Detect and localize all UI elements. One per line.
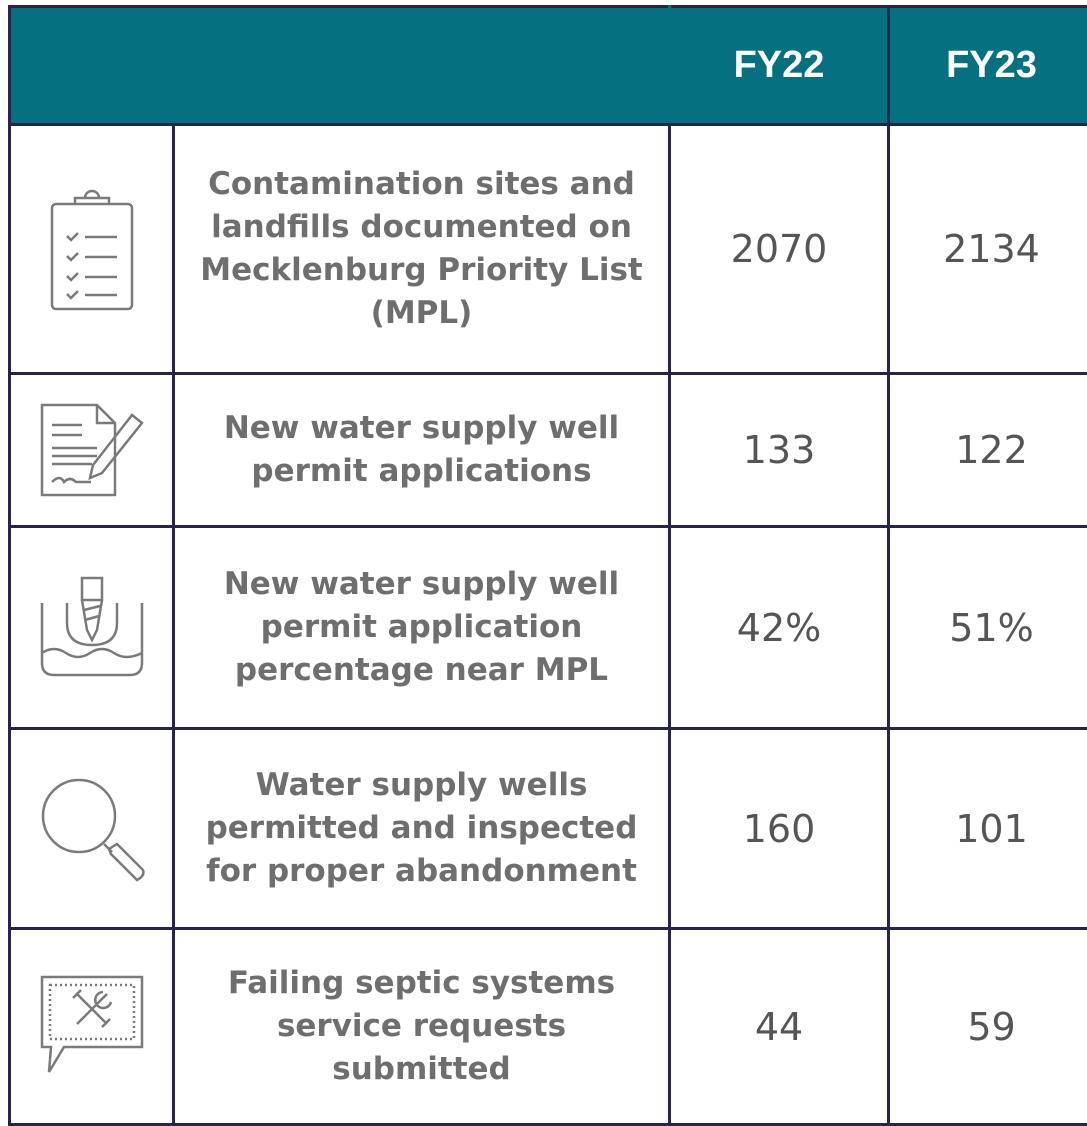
tools-icon (37, 972, 147, 1082)
row-label: Water supply wells permitted and inspect… (174, 729, 670, 929)
clipboard-icon (47, 184, 137, 314)
row: Failing septic systems service requests … (10, 929, 1087, 1125)
fy22-value: 42% (670, 527, 889, 729)
fy23-value: 51% (889, 527, 1087, 729)
fy22-value: 44 (670, 929, 889, 1125)
row-label: New water supply well permit application… (174, 527, 670, 729)
row: Water supply wells permitted and inspect… (10, 729, 1087, 929)
icon-cell (10, 125, 174, 374)
row-label: New water supply well permit application… (174, 374, 670, 527)
fy23-value: 2134 (889, 125, 1087, 374)
row: Contamination sites and landfills docume… (10, 125, 1087, 374)
metrics-table: FY22 FY23 Contamination sites and landfi… (8, 5, 1087, 1126)
permit-icon (37, 400, 147, 500)
header-row: FY22 FY23 (10, 7, 1087, 125)
magnifier-icon (37, 774, 147, 884)
fy22-value: 133 (670, 374, 889, 527)
header-blank (10, 7, 670, 125)
icon-cell (10, 527, 174, 729)
drill-icon (37, 573, 147, 683)
icon-cell (10, 929, 174, 1125)
icon-cell (10, 729, 174, 929)
row-label: Failing septic systems service requests … (174, 929, 670, 1125)
fy22-value: 160 (670, 729, 889, 929)
header-cell: FY23 (889, 7, 1087, 125)
header-cell: FY22 (670, 7, 889, 125)
icon-cell (10, 374, 174, 527)
row: New water supply well permit application… (10, 527, 1087, 729)
fy23-value: 101 (889, 729, 1087, 929)
row-label: Contamination sites and landfills docume… (174, 125, 670, 374)
fy23-value: 59 (889, 929, 1087, 1125)
row: New water supply well permit application… (10, 374, 1087, 527)
fy23-value: 122 (889, 374, 1087, 527)
fy22-value: 2070 (670, 125, 889, 374)
